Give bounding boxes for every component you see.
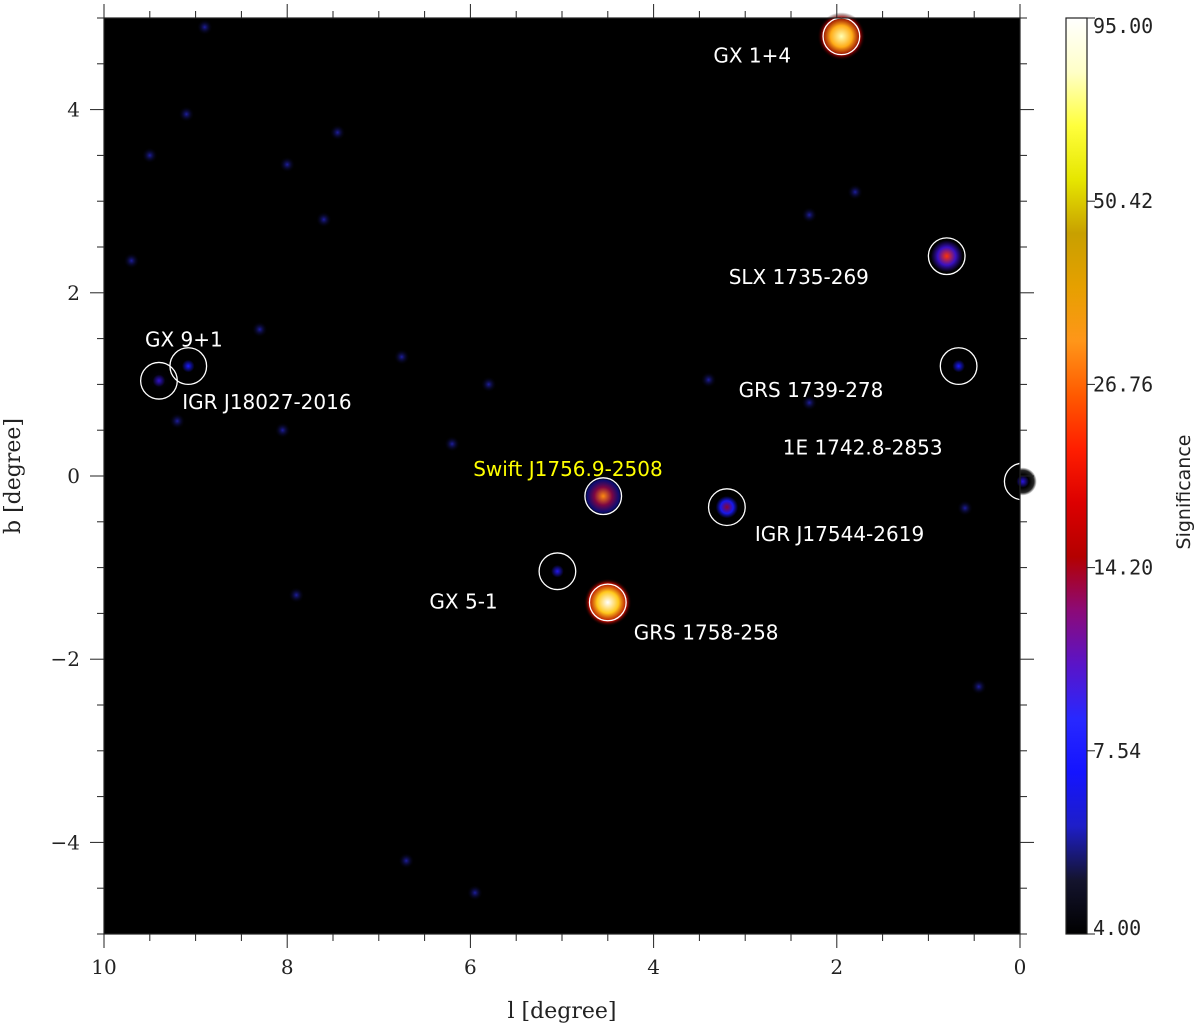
- colorbar-title: Significance: [1173, 435, 1195, 550]
- y-tick-label: −4: [51, 830, 80, 854]
- colorbar-ticks: 95.00 50.42 26.76 14.20 7.54 4.00: [1087, 14, 1153, 940]
- faint-emission-spot: [178, 106, 195, 123]
- source-label: Swift J1756.9-2508: [473, 457, 662, 481]
- source-marker-circle: [707, 488, 746, 527]
- source-blob: [174, 352, 203, 381]
- source-blob: [926, 236, 967, 277]
- source-blob: [944, 352, 973, 381]
- colorbar-tick-label: 26.76: [1093, 372, 1153, 396]
- faint-emission-spot: [847, 184, 864, 201]
- x-tick-label: 4: [647, 955, 660, 979]
- axis-ticks: [90, 4, 1034, 948]
- map-panel: GX 1+4 SLX 1735-269 GX 9+1 IGR J18027-2016 G…: [51, 4, 1042, 979]
- faint-emission-spot: [801, 206, 818, 223]
- faint-emission-spot: [801, 394, 818, 411]
- y-axis-title: b [degree]: [1, 418, 26, 534]
- faint-emission-spot: [970, 678, 987, 695]
- faint-emission-spot: [957, 500, 974, 517]
- source-marker-circle: [584, 477, 623, 516]
- faint-emission-spot: [196, 19, 213, 36]
- faint-emission-spot: [444, 435, 461, 452]
- y-tick-label: 4: [67, 98, 80, 122]
- faint-emission-spot: [123, 252, 140, 269]
- source-label: IGR J18027-2016: [182, 390, 351, 414]
- colorbar-frame: [1065, 17, 1088, 935]
- source-label: GRS 1739-278: [739, 378, 884, 402]
- faint-emission-spot: [398, 852, 415, 869]
- source-marker-circle: [927, 237, 966, 276]
- faint-emission-spot: [315, 211, 332, 228]
- source-label: GX 1+4: [713, 43, 791, 67]
- source-label: SLX 1735-269: [729, 265, 869, 289]
- source-label: GX 5-1: [429, 589, 497, 613]
- source-marker-circle: [169, 347, 208, 386]
- source-marker-circle: [588, 583, 627, 622]
- source-marker-circle: [538, 552, 577, 591]
- source-blob: [144, 366, 173, 395]
- colorbar-tick-label: 50.42: [1093, 189, 1153, 213]
- faint-emission-spot: [274, 422, 291, 439]
- faint-emission-spot: [480, 376, 497, 393]
- faint-emission-spot: [251, 321, 268, 338]
- source-blob: [817, 12, 866, 61]
- x-tick-label: 2: [830, 955, 843, 979]
- faint-emission-layer: [123, 19, 987, 901]
- source-label: GRS 1758-258: [634, 620, 779, 644]
- colorbar-tick-label: 14.20: [1093, 556, 1153, 580]
- faint-emission-spot: [288, 587, 305, 604]
- faint-emission-spot: [700, 371, 717, 388]
- source-label: 1E 1742.8-2853: [783, 435, 943, 459]
- source-blob: [583, 578, 632, 627]
- y-tick-label: −2: [51, 647, 80, 671]
- faint-emission-spot: [169, 413, 186, 430]
- faint-emission-spot: [329, 124, 346, 141]
- x-tick-label: 6: [464, 955, 477, 979]
- x-tick-label: 10: [91, 955, 116, 979]
- faint-emission-spot: [279, 156, 296, 173]
- source-blob: [1008, 467, 1037, 496]
- source-marker-circle: [1003, 462, 1042, 501]
- x-axis-title: l [degree]: [508, 999, 617, 1024]
- colorbar-gradient: [1066, 18, 1087, 934]
- axis-tick-labels: 10 8 6 4 2 0 4 2 0 −2 −4: [51, 98, 1027, 979]
- source-label: IGR J17544-2619: [755, 522, 924, 546]
- source-blob: [583, 476, 624, 517]
- colorbar-tick-label: 95.00: [1093, 14, 1153, 38]
- faint-emission-spot: [393, 348, 410, 365]
- source-label: GX 9+1: [145, 328, 223, 352]
- faint-emission-spot: [466, 884, 483, 901]
- colorbar-tick-label: 7.54: [1093, 739, 1141, 763]
- colorbar-tick-label: 4.00: [1093, 916, 1141, 940]
- x-tick-label: 0: [1014, 955, 1027, 979]
- map-background: [104, 18, 1020, 934]
- source-blob: [543, 557, 572, 586]
- source-layer: GX 1+4 SLX 1735-269 GX 9+1 IGR J18027-2016 G…: [139, 12, 1042, 644]
- y-tick-label: 0: [67, 464, 80, 488]
- source-marker-circle: [939, 347, 978, 386]
- x-tick-label: 8: [281, 955, 294, 979]
- y-tick-label: 2: [67, 281, 80, 305]
- source-blob: [712, 493, 741, 522]
- colorbar: 95.00 50.42 26.76 14.20 7.54 4.00 Significanc…: [1065, 14, 1195, 940]
- faint-emission-spot: [141, 147, 158, 164]
